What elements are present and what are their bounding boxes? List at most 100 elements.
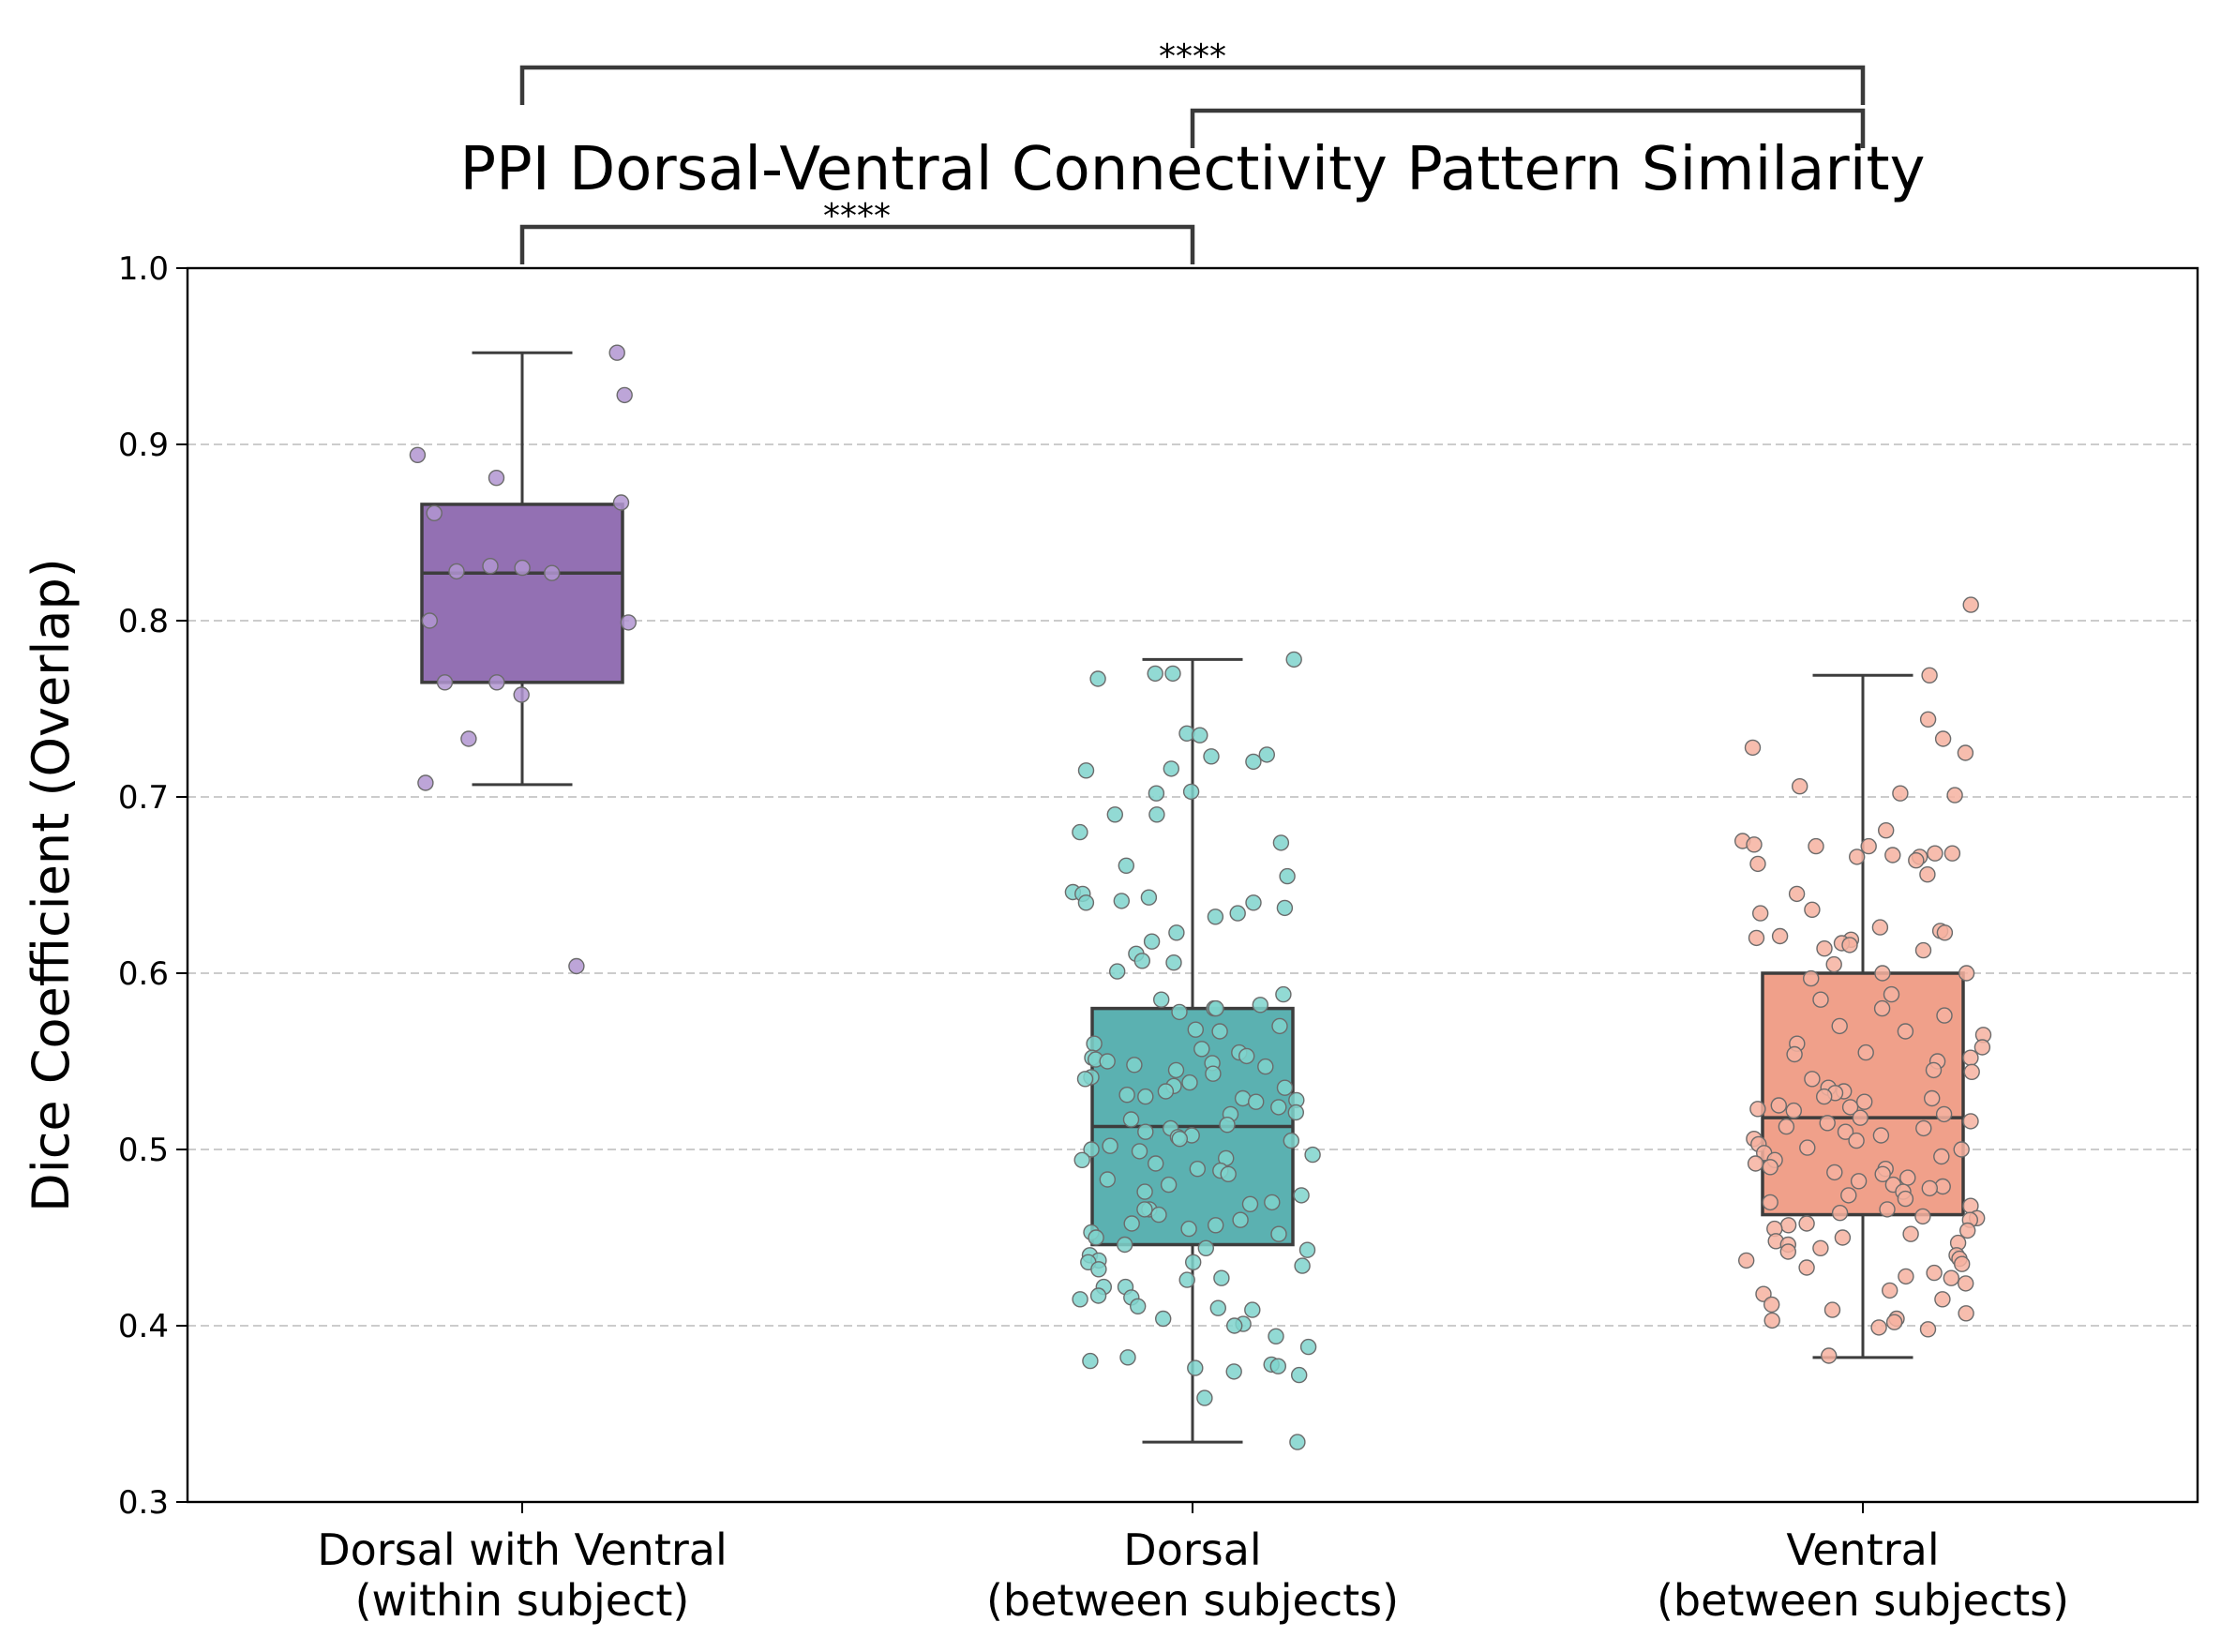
data-point xyxy=(545,565,560,580)
data-point xyxy=(1937,925,1952,940)
data-point xyxy=(1073,825,1088,840)
data-point xyxy=(1805,902,1820,917)
data-point xyxy=(1145,934,1160,949)
data-point xyxy=(1790,886,1805,901)
data-point xyxy=(1900,1170,1915,1185)
data-point xyxy=(1182,1075,1197,1090)
data-point xyxy=(1805,1072,1820,1087)
data-point xyxy=(1083,1354,1098,1369)
x-tick-label: Dorsal with Ventral xyxy=(317,1524,728,1575)
data-point xyxy=(1963,597,1978,612)
data-point xyxy=(614,495,629,510)
data-point xyxy=(1861,839,1876,854)
data-point xyxy=(1915,1209,1930,1224)
data-point xyxy=(1277,900,1292,915)
data-point xyxy=(1131,1299,1146,1314)
data-point xyxy=(1922,668,1937,683)
y-axis-label: Dice Coefficient (Overlap) xyxy=(22,558,81,1212)
data-point xyxy=(1909,853,1924,868)
x-tick-label: (between subjects) xyxy=(1657,1575,2069,1626)
data-point xyxy=(1935,1292,1950,1307)
data-point xyxy=(1887,1314,1902,1329)
data-point xyxy=(1833,1206,1848,1221)
data-point xyxy=(418,775,433,790)
data-point xyxy=(1087,1036,1102,1051)
data-point xyxy=(1800,1140,1815,1155)
data-point xyxy=(1149,807,1164,822)
data-point xyxy=(1127,1058,1142,1073)
data-point xyxy=(1804,971,1819,986)
data-point xyxy=(1078,1072,1093,1087)
data-point xyxy=(1198,1240,1213,1255)
data-point xyxy=(1073,1292,1088,1307)
data-point xyxy=(1936,731,1951,746)
data-point xyxy=(1898,1269,1913,1284)
data-point xyxy=(1091,1262,1106,1277)
data-point xyxy=(1937,1008,1952,1023)
data-point xyxy=(461,731,476,746)
data-point xyxy=(514,687,529,702)
data-point xyxy=(1916,943,1931,958)
data-point xyxy=(1871,1320,1886,1335)
data-point xyxy=(1822,1348,1837,1363)
data-point xyxy=(1903,1226,1918,1241)
y-tick-label: 0.9 xyxy=(118,427,169,464)
data-point xyxy=(1746,740,1761,755)
data-point xyxy=(1841,1188,1856,1203)
data-point xyxy=(1875,1001,1890,1016)
data-point xyxy=(1872,920,1887,935)
data-point xyxy=(1813,992,1828,1007)
data-point xyxy=(483,559,498,574)
data-point xyxy=(1169,925,1184,940)
data-point xyxy=(1820,1116,1835,1131)
data-point xyxy=(1110,964,1125,979)
x-tick-label: (within subject) xyxy=(355,1575,690,1626)
data-point xyxy=(1239,1048,1254,1063)
data-point xyxy=(1963,1050,1978,1065)
data-point xyxy=(1873,1128,1888,1143)
data-point xyxy=(1974,1040,1989,1055)
data-point xyxy=(1853,1110,1868,1125)
data-point xyxy=(1835,1230,1850,1245)
data-point xyxy=(1288,1105,1303,1120)
data-point xyxy=(1858,1045,1873,1060)
data-point xyxy=(1893,786,1908,801)
data-point xyxy=(1154,992,1169,1007)
data-point xyxy=(1272,1018,1287,1033)
data-point xyxy=(1958,745,1973,760)
data-point xyxy=(1253,998,1268,1013)
data-point xyxy=(1172,1004,1187,1019)
data-point xyxy=(1280,869,1295,884)
data-point xyxy=(427,505,442,520)
data-point xyxy=(1148,1156,1163,1171)
data-point xyxy=(1243,1196,1258,1211)
data-point xyxy=(1749,930,1764,945)
data-point xyxy=(1151,1208,1166,1223)
data-point xyxy=(1278,1080,1293,1095)
y-tick-label: 0.3 xyxy=(118,1484,169,1522)
data-point xyxy=(1747,837,1762,852)
data-point xyxy=(1162,1178,1177,1193)
data-point xyxy=(1181,1222,1196,1237)
data-point xyxy=(1753,906,1768,921)
data-point xyxy=(1107,807,1122,822)
data-point xyxy=(1927,1062,1942,1077)
data-point xyxy=(1100,1054,1115,1069)
data-point xyxy=(1074,1152,1089,1167)
data-point xyxy=(1212,1024,1227,1039)
data-point xyxy=(1090,671,1105,686)
data-point xyxy=(1163,761,1178,776)
data-point xyxy=(1292,1368,1307,1383)
data-point xyxy=(1963,1114,1978,1129)
data-point xyxy=(617,387,632,402)
data-point xyxy=(1236,1091,1251,1106)
data-point xyxy=(1156,1312,1171,1327)
data-point xyxy=(1885,848,1900,863)
data-point xyxy=(1739,1253,1754,1268)
data-point xyxy=(1813,1240,1828,1255)
data-point xyxy=(1270,1359,1285,1374)
data-point xyxy=(1295,1258,1310,1273)
data-point xyxy=(1958,1306,1973,1321)
data-point xyxy=(1884,987,1899,1002)
data-point xyxy=(1088,1230,1103,1245)
